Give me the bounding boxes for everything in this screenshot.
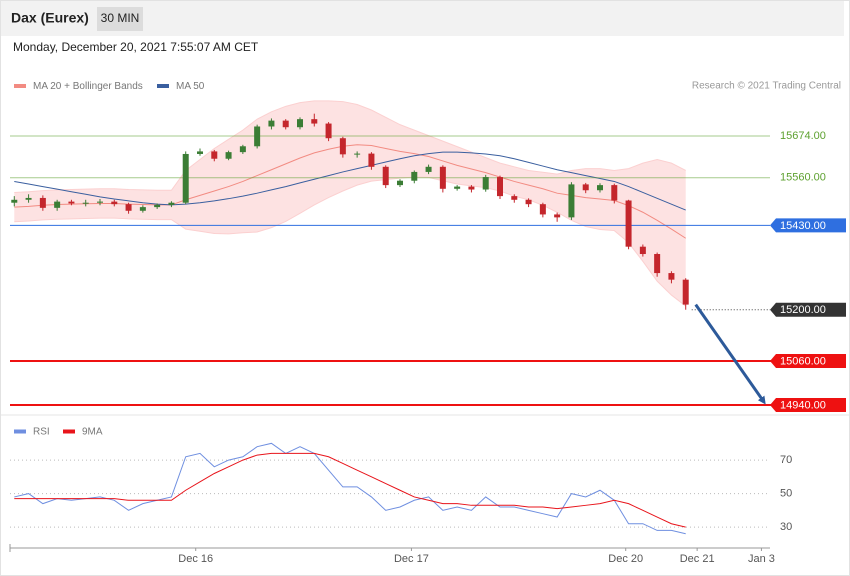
legend-label: MA 50 [176, 81, 205, 92]
level-label-box [770, 218, 846, 233]
legend-swatch [157, 84, 169, 88]
level-label: 15674.00 [780, 130, 826, 142]
candle-body [54, 201, 61, 208]
y-tick-label: 30 [780, 521, 792, 533]
candle-body [468, 186, 475, 190]
x-tick-label: Dec 20 [608, 553, 643, 565]
candle-body [525, 199, 532, 205]
level-label: 14940.00 [780, 399, 826, 411]
candle-body [397, 180, 403, 186]
candle-body [168, 202, 175, 205]
instrument-title: Dax (Eurex) [11, 10, 89, 26]
candle-body [425, 166, 432, 172]
candle-body [682, 279, 689, 305]
timestamp: Monday, December 20, 2021 7:55:07 AM CET [13, 40, 259, 54]
timeframe-label[interactable]: 30 MIN [101, 11, 140, 25]
candle-body [354, 153, 361, 155]
legend-label: RSI [33, 427, 50, 438]
y-tick-label: 70 [780, 454, 792, 466]
level-label-box [770, 398, 846, 413]
candle-body [225, 152, 232, 159]
candle-body [182, 153, 189, 203]
level-label-box [770, 302, 846, 317]
candle-body [668, 273, 675, 280]
candle-body [139, 207, 146, 211]
level-label-box [770, 354, 846, 369]
candle-body [654, 254, 661, 274]
candle-body [254, 126, 261, 147]
candle-body [11, 199, 18, 203]
candle-body [368, 153, 375, 167]
credit: Research © 2021 Trading Central [692, 81, 841, 92]
candle-body [511, 196, 518, 200]
x-tick-label: Dec 21 [680, 553, 715, 565]
candle-body [154, 204, 161, 208]
bollinger-upper [14, 100, 686, 193]
candle-body [282, 120, 289, 128]
timeframe-button[interactable] [97, 7, 143, 31]
level-label: 15060.00 [780, 355, 826, 367]
candle-body [482, 177, 489, 190]
rsi-line [14, 452, 686, 528]
candle-body [297, 119, 303, 128]
candle-body [582, 184, 589, 191]
candle-body [639, 246, 646, 255]
candle-body [311, 119, 318, 124]
candle-body [497, 177, 503, 197]
candle-body [25, 197, 32, 200]
level-label: 15560.00 [780, 172, 826, 184]
candle-body [554, 214, 561, 218]
candle-body [454, 186, 461, 189]
candle-body [239, 146, 246, 153]
level-label: 15430.00 [780, 220, 826, 232]
candle-body [197, 151, 203, 154]
ma50-line [14, 151, 686, 211]
legend-swatch [63, 429, 75, 434]
rsi-line [14, 442, 686, 535]
legend-label: 9MA [82, 427, 103, 438]
candle-body [568, 184, 575, 218]
candle-body [125, 204, 132, 211]
candle-body [382, 166, 389, 186]
candle-body [539, 204, 546, 215]
candle-body [625, 200, 632, 247]
candle-body [597, 185, 603, 191]
candle-body [97, 201, 103, 203]
bollinger-lower [14, 176, 687, 307]
legend-label: MA 20 + Bollinger Bands [33, 81, 143, 92]
candle-body [268, 120, 275, 127]
x-tick-label: Jan 3 [748, 553, 775, 565]
y-tick-label: 50 [780, 487, 792, 499]
candle-body [68, 201, 75, 204]
candle-body [111, 201, 118, 205]
x-tick-label: Dec 16 [178, 553, 213, 565]
candle-body [411, 171, 418, 181]
legend-swatch [14, 84, 26, 88]
candle-body [439, 166, 446, 189]
candle-body [325, 123, 332, 139]
forecast-arrow [694, 303, 766, 405]
candle-body [39, 197, 46, 208]
candle-body [211, 151, 218, 159]
candle-body [339, 138, 346, 155]
x-tick-label: Dec 17 [394, 553, 429, 565]
candle-body [82, 202, 89, 204]
candle-body [611, 185, 618, 201]
level-label: 15200.00 [780, 304, 826, 316]
legend-swatch [14, 429, 26, 434]
